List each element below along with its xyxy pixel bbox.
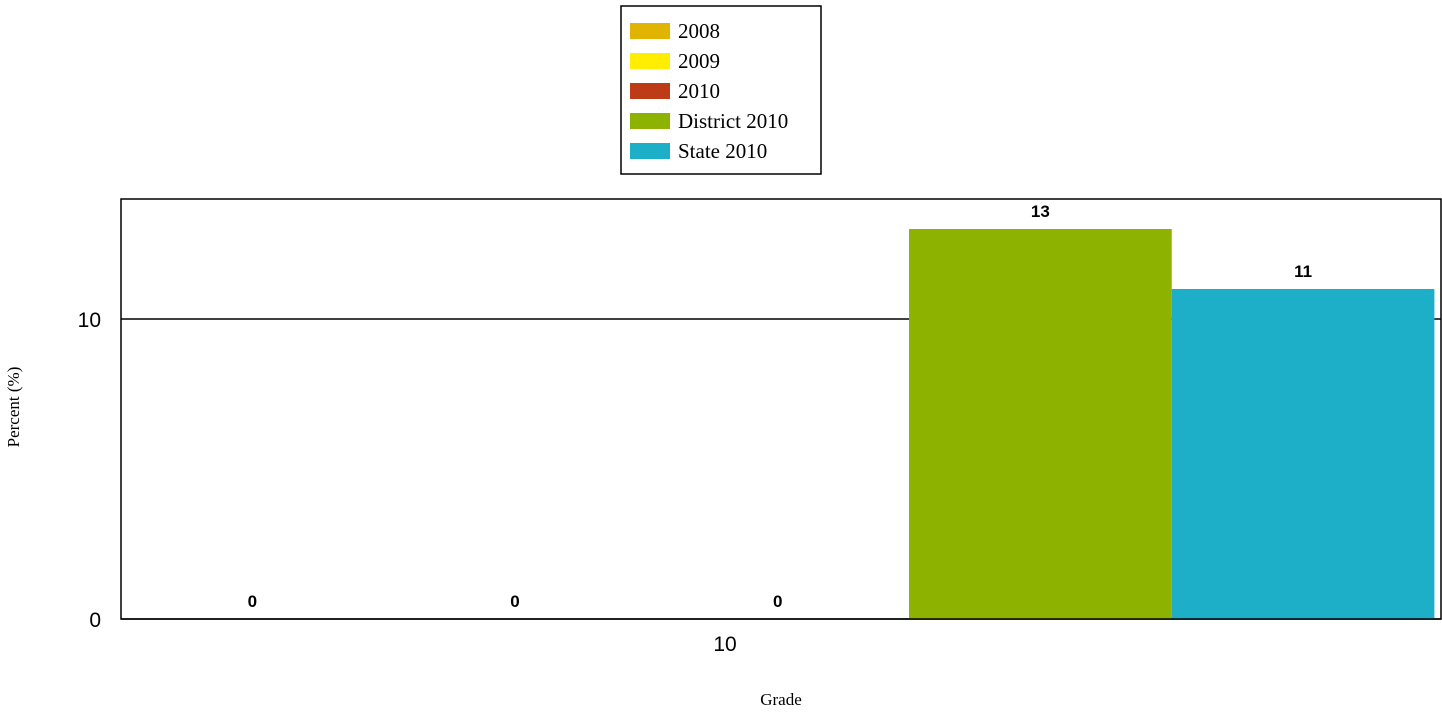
legend-label-district-2010: District 2010 (678, 109, 788, 133)
x-axis-title: Grade (760, 690, 802, 709)
data-label-2009: 0 (510, 592, 519, 611)
legend: 2008 2009 2010 District 2010 State 2010 (620, 5, 822, 175)
legend-label-state-2010: State 2010 (678, 139, 767, 163)
bar-state-2010 (1171, 289, 1435, 619)
legend-label-2010: 2010 (678, 79, 720, 103)
data-label-2010: 0 (773, 592, 782, 611)
x-tick-label: 10 (713, 633, 736, 656)
legend-swatch-2010 (630, 83, 670, 99)
legend-swatch-state-2010 (630, 143, 670, 159)
legend-swatch-2008 (630, 23, 670, 39)
plot-frame (120, 198, 1442, 620)
legend-swatch-district-2010 (630, 113, 670, 129)
data-label-2008: 0 (248, 592, 257, 611)
plot-area: 0 0 0 13 11 0 10 10 (78, 198, 1442, 656)
data-label-state-2010: 11 (1294, 262, 1312, 281)
bar-district-2010 (909, 229, 1172, 619)
y-tick-label: 10 (78, 309, 101, 332)
legend-label-2009: 2009 (678, 49, 720, 73)
legend-label-2008: 2008 (678, 19, 720, 43)
y-tick-label: 0 (89, 609, 101, 632)
y-axis-title: Percent (%) (4, 367, 23, 448)
legend-swatch-2009 (630, 53, 670, 69)
data-label-district-2010: 13 (1031, 202, 1050, 221)
